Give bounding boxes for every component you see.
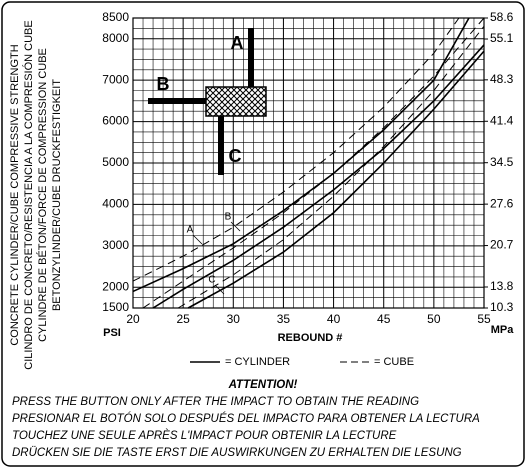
x-tick-label: 55 [477, 312, 491, 326]
arrow-b [148, 98, 206, 104]
x-axis-label: REBOUND # [278, 332, 343, 344]
y-tick-label: 7000 [102, 72, 129, 86]
hammer [205, 86, 267, 117]
impact-icon: A B C [148, 28, 267, 175]
x-tick-label: 25 [176, 312, 190, 326]
curve-label-leader [230, 221, 241, 232]
curve [152, 44, 485, 309]
x-tick-label: 20 [126, 312, 140, 326]
x-tick-label: 50 [427, 312, 441, 326]
side-text: CONCRETE CYLINDER/CUBE COMPRESSIVE STREN… [9, 44, 21, 345]
note: PRESS THE BUTTON ONLY AFTER THE IMPACT T… [12, 396, 419, 408]
curve [142, 17, 485, 309]
curve [132, 17, 470, 293]
y2-tick-label: 48.3 [490, 72, 514, 86]
y2-tick-label: 27.6 [490, 196, 514, 210]
y2-tick-label: 55.1 [490, 31, 514, 45]
curve-label-leader [192, 234, 203, 245]
curve-label: A [187, 225, 194, 236]
y2-tick-label: 10.3 [490, 300, 514, 314]
y-tick-label: 8500 [102, 10, 129, 24]
x-tick-label: 30 [227, 312, 241, 326]
plot-border [132, 17, 485, 309]
legend-label: = CUBE [374, 356, 414, 368]
y-axis-label: PSI [103, 327, 121, 339]
curve [187, 50, 485, 309]
curve-label: C [208, 275, 215, 286]
note: DRÜCKEN SIE DIE TASTE ERST DIE AUSWIRKUN… [12, 447, 462, 459]
y2-tick-label: 34.5 [490, 155, 514, 169]
x-tick-label: 45 [377, 312, 391, 326]
direction-label: B [157, 74, 170, 94]
y-tick-label: 1500 [102, 300, 129, 314]
direction-label: A [231, 33, 244, 53]
legend-label: = CYLINDER [225, 356, 290, 368]
direction-label: C [229, 146, 242, 166]
note: PRESIONAR EL BOTÓN SOLO DESPUÉS DEL IMPA… [12, 412, 480, 425]
y-tick-label: 3000 [102, 238, 129, 252]
x-tick-label: 40 [327, 312, 341, 326]
y2-tick-label: 20.7 [490, 238, 514, 252]
curve [132, 17, 460, 282]
y-tick-label: 6000 [102, 114, 129, 128]
note: TOUCHEZ UNE SEULE APRÈS L'IMPACT POUR OB… [12, 429, 397, 442]
y-tick-label: 2000 [102, 279, 129, 293]
arrow-c [218, 116, 224, 175]
curve-label: B [225, 212, 232, 223]
y2-axis-label: MPa [491, 324, 515, 336]
side-text: CILINDRO DE CONCRETO/RESISTENCIA A LA CO… [22, 20, 35, 369]
y-tick-label: 4000 [102, 197, 129, 211]
side-text: BETONZYLINDER/CUBE DRUCKFESTIGKEIT [51, 79, 63, 311]
curve-label-leader [214, 284, 225, 295]
y-tick-label: 5000 [102, 155, 129, 169]
curves: A B C [132, 17, 485, 309]
y2-tick-label: 13.8 [490, 279, 514, 293]
x-tick-label: 35 [277, 312, 291, 326]
arrow-a [248, 28, 254, 87]
y-tick-label: 8000 [102, 31, 129, 45]
attention: ATTENTION! [228, 379, 298, 391]
y2-tick-label: 58.6 [490, 10, 514, 24]
y2-tick-label: 41.4 [490, 113, 514, 127]
side-text: CYLINDRE DE BÉTON/FORCE DE COMPRESSION C… [36, 48, 49, 342]
